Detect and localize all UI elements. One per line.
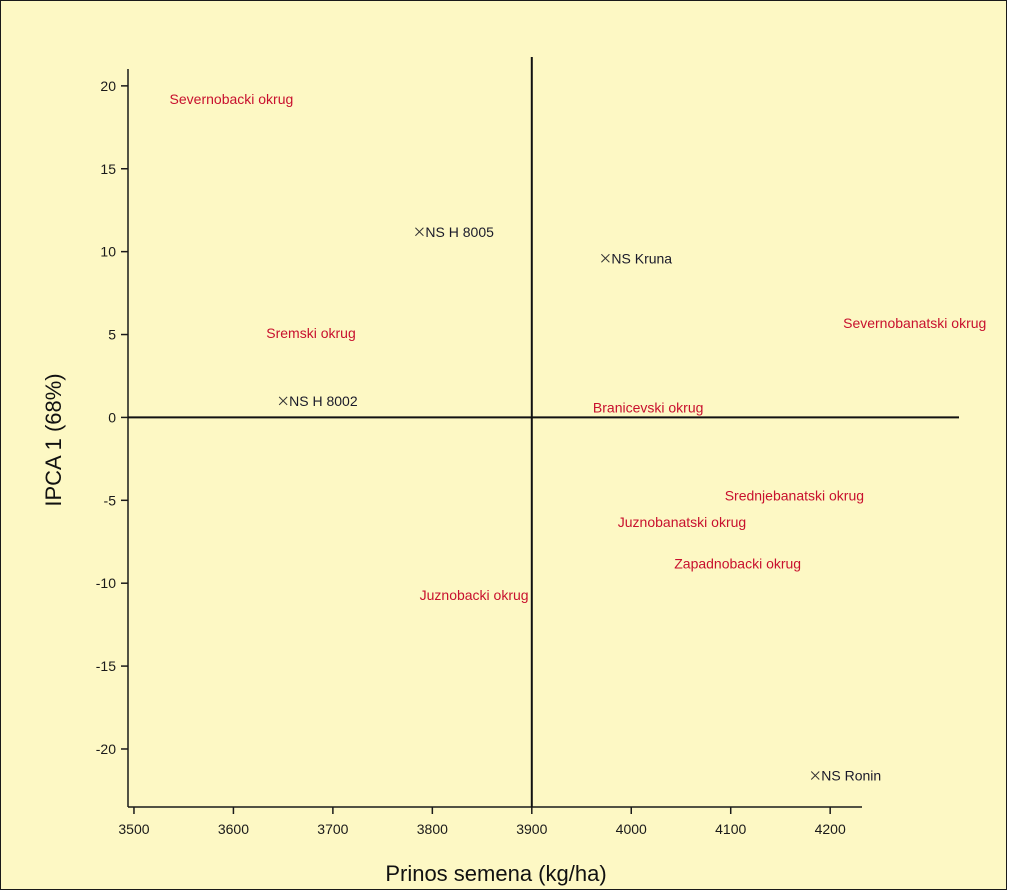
genotype-label: NS Ronin: [821, 768, 881, 784]
axes-group: [127, 57, 959, 808]
x-tick-label: 3700: [317, 821, 348, 837]
y-tick-label: -10: [96, 575, 116, 591]
x-tick-label: 4100: [715, 821, 746, 837]
y-tick-label: 10: [100, 244, 116, 260]
ticks-group: 3500 3600 3700 3800 3900 4000 4100 4200 20 15 10 5 0…: [96, 78, 846, 837]
genotype-point: NS Kruna: [601, 250, 672, 266]
genotype-label: NS H 8005: [425, 224, 494, 240]
y-tick-label: -15: [96, 658, 116, 674]
x-marker-stroke: [810, 771, 820, 780]
y-axis-title: IPCA 1 (68%): [41, 373, 66, 506]
x-axis-title: Prinos semena (kg/ha): [385, 861, 606, 886]
x-tick-label: 3500: [118, 821, 149, 837]
genotype-label: NS H 8002: [289, 393, 358, 409]
x-marker-stroke: [415, 227, 424, 237]
genotype-point: NS H 8005: [415, 224, 494, 240]
environment-label: Branicevski okrug: [593, 399, 704, 415]
genotype-point: NS H 8002: [278, 393, 358, 409]
x-tick-label: 3800: [417, 821, 448, 837]
x-marker-stroke: [601, 253, 610, 263]
environment-label: Juznobacki okrug: [420, 587, 529, 603]
x-tick-label: 3900: [516, 821, 547, 837]
x-marker-stroke: [278, 396, 288, 406]
y-tick-label: 15: [100, 161, 116, 177]
y-tick-label: 5: [108, 327, 116, 343]
environment-label: Severnobacki okrug: [170, 91, 294, 107]
environment-label: Zapadnobacki okrug: [674, 555, 801, 571]
x-tick-label: 3600: [218, 821, 249, 837]
y-tick-label: -20: [96, 741, 116, 757]
genotype-point: NS Ronin: [810, 768, 881, 784]
environment-label: Srednjebanatski okrug: [725, 487, 864, 503]
y-tick-label: 0: [108, 409, 116, 425]
genotype-label: NS Kruna: [611, 250, 672, 266]
environment-label: Severnobanatski okrug: [843, 315, 986, 331]
y-tick-label: 20: [100, 78, 116, 94]
environment-label: Sremski okrug: [266, 325, 355, 341]
environment-label: Juznobanatski okrug: [618, 514, 746, 530]
points-group: NS H 8005 NS Kruna NS H 8002 NS Ronin Severn…: [170, 91, 987, 783]
y-tick-label: -5: [104, 492, 117, 508]
x-tick-label: 4200: [815, 821, 846, 837]
x-tick-label: 4000: [616, 821, 647, 837]
